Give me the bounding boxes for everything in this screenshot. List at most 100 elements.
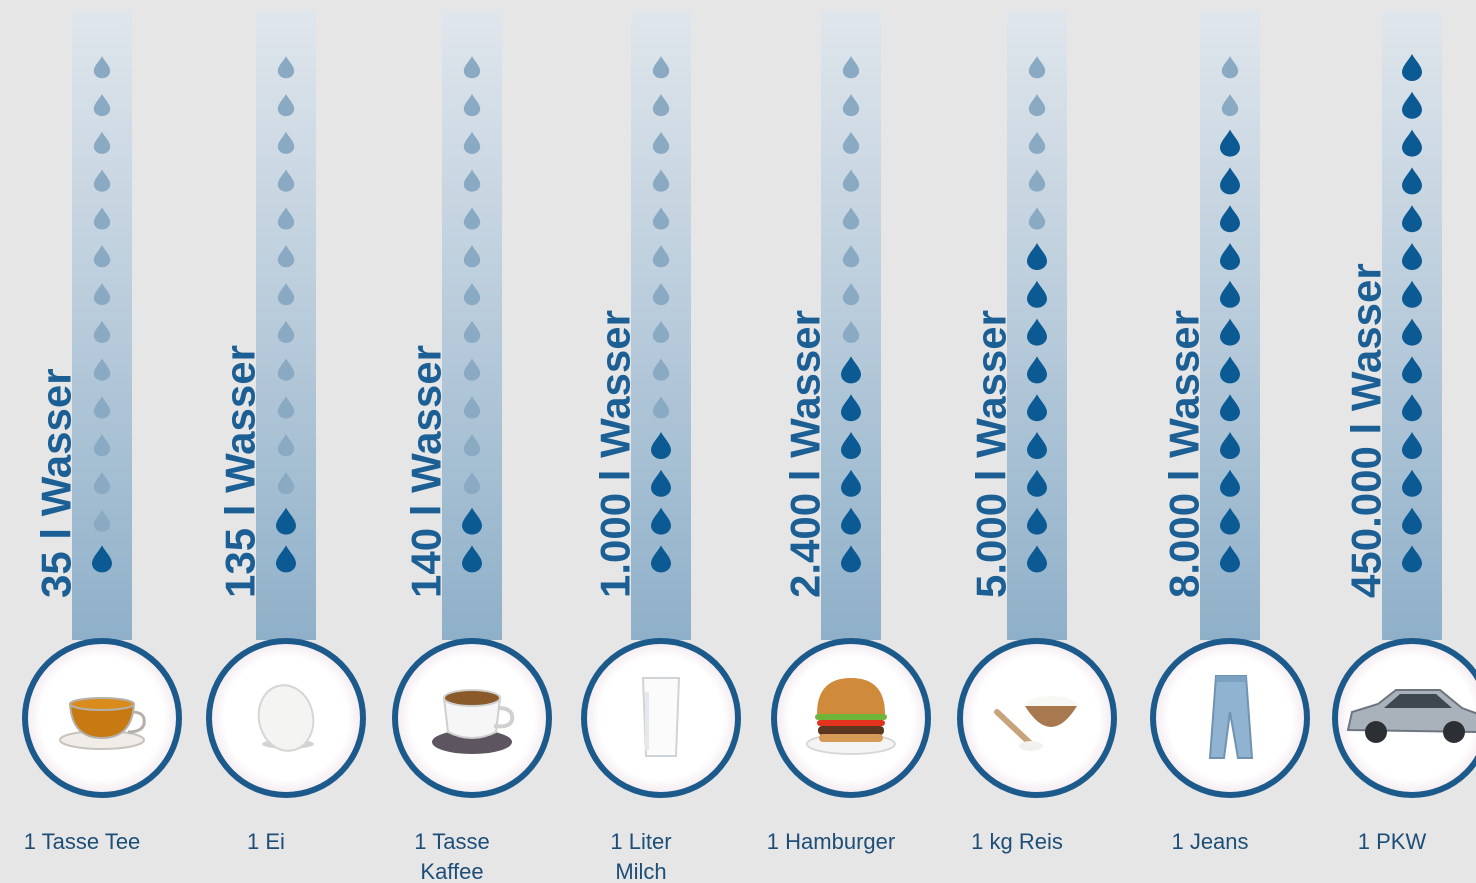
water-drop-empty xyxy=(842,93,860,117)
water-drop-empty xyxy=(842,169,860,192)
coffee-cup-icon xyxy=(392,638,552,798)
category-label: 1 PKW xyxy=(1358,829,1427,854)
water-drop-filled xyxy=(1220,469,1240,497)
columns-layer: 35 l Wasser 1 Tasse Tee 135 l Wasser 1 Ei 14… xyxy=(22,10,1476,883)
milk-glass-icon xyxy=(581,638,741,798)
water-drop-empty xyxy=(277,396,295,419)
water-drop-filled xyxy=(841,432,861,459)
value-label: 8.000 l Wasser xyxy=(1161,310,1208,598)
water-drop-empty xyxy=(277,245,295,268)
category-label: Kaffee xyxy=(420,859,483,883)
water-drop-filled xyxy=(1220,167,1240,195)
category-label: 1 Tasse Tee xyxy=(24,829,141,854)
water-drop-empty xyxy=(652,169,670,192)
water-drop-filled xyxy=(1220,356,1240,384)
water-drop-empty xyxy=(93,169,111,192)
water-drop-empty xyxy=(277,358,295,381)
water-drop-empty xyxy=(1028,56,1046,79)
item-8: 450.000 l Wasser 1 PKW xyxy=(1332,10,1476,854)
water-drop-empty xyxy=(93,471,111,495)
water-drop-filled xyxy=(1027,318,1047,346)
water-drop-filled xyxy=(651,432,671,459)
water-drop-filled xyxy=(841,545,861,573)
water-drop-filled xyxy=(1402,243,1422,270)
water-drop-filled xyxy=(1027,394,1047,422)
water-drop-filled xyxy=(1027,243,1047,270)
water-drop-empty xyxy=(652,207,670,230)
water-drop-filled xyxy=(1027,432,1047,459)
water-drop-filled xyxy=(276,545,296,573)
category-label: 1 Hamburger xyxy=(767,829,895,854)
water-drop-empty xyxy=(652,93,670,117)
water-drop-empty xyxy=(463,434,481,457)
water-drop-filled xyxy=(276,507,296,535)
water-drop-empty xyxy=(277,320,295,343)
water-drop-empty xyxy=(277,434,295,457)
water-drop-filled xyxy=(1220,243,1240,270)
water-drop-empty xyxy=(652,320,670,343)
water-drop-filled xyxy=(1220,205,1240,233)
value-label: 2.400 l Wasser xyxy=(782,310,829,598)
value-label: 450.000 l Wasser xyxy=(1343,263,1390,598)
water-drop-empty xyxy=(93,320,111,343)
water-drop-filled xyxy=(1402,356,1422,384)
category-label: 1 Tasse xyxy=(414,829,489,854)
water-drop-empty xyxy=(463,245,481,268)
water-drop-filled xyxy=(1402,507,1422,535)
water-drop-filled xyxy=(462,507,482,535)
water-drop-filled xyxy=(1402,280,1422,308)
water-drop-empty xyxy=(842,282,860,306)
water-drop-empty xyxy=(652,56,670,79)
water-drop-empty xyxy=(93,56,111,79)
water-drop-filled xyxy=(1027,545,1047,573)
category-label: 1 Jeans xyxy=(1171,829,1248,854)
water-drop-empty xyxy=(1221,56,1239,79)
water-drop-filled xyxy=(1220,280,1240,308)
value-label: 140 l Wasser xyxy=(403,345,450,598)
water-drop-empty xyxy=(463,320,481,343)
tea-cup-icon xyxy=(22,638,182,798)
water-drop-filled xyxy=(1027,280,1047,308)
water-drop-filled xyxy=(651,469,671,497)
water-drop-empty xyxy=(463,207,481,230)
water-drop-filled xyxy=(1402,129,1422,157)
rice-bowl-icon xyxy=(957,638,1117,798)
water-drop-empty xyxy=(463,282,481,306)
water-drop-filled xyxy=(841,394,861,422)
water-drop-filled xyxy=(1402,469,1422,497)
item-3: 140 l Wasser 1 Tasse Kaffee xyxy=(392,10,552,883)
water-drop-empty xyxy=(842,56,860,79)
water-drop-filled xyxy=(1402,91,1422,119)
water-drop-empty xyxy=(652,245,670,268)
water-drop-filled xyxy=(92,545,112,573)
water-drop-filled xyxy=(1027,507,1047,535)
water-drop-empty xyxy=(652,131,670,154)
water-drop-filled xyxy=(1402,318,1422,346)
value-label: 135 l Wasser xyxy=(217,345,264,598)
water-drop-empty xyxy=(93,509,111,532)
water-drop-filled xyxy=(841,507,861,535)
water-drop-empty xyxy=(93,396,111,419)
water-drop-empty xyxy=(1028,169,1046,192)
water-drop-empty xyxy=(93,131,111,154)
item-5: 2.400 l Wasser 1 Hamburger xyxy=(767,10,931,854)
water-drop-filled xyxy=(1402,54,1422,81)
hamburger-icon xyxy=(771,638,931,798)
water-drop-empty xyxy=(842,131,860,154)
value-label: 1.000 l Wasser xyxy=(592,310,639,598)
water-drop-empty xyxy=(277,56,295,79)
water-drop-empty xyxy=(277,131,295,154)
car-icon xyxy=(1332,638,1476,798)
water-drop-filled xyxy=(651,545,671,573)
water-drop-empty xyxy=(463,56,481,79)
water-drop-empty xyxy=(93,207,111,230)
water-drop-filled xyxy=(1402,432,1422,459)
egg-icon xyxy=(206,638,366,798)
item-7: 8.000 l Wasser 1 Jeans xyxy=(1150,10,1310,854)
water-drop-empty xyxy=(93,93,111,117)
water-drop-filled xyxy=(1402,394,1422,422)
water-drop-empty xyxy=(652,358,670,381)
water-drop-empty xyxy=(842,245,860,268)
category-label: Milch xyxy=(615,859,666,883)
